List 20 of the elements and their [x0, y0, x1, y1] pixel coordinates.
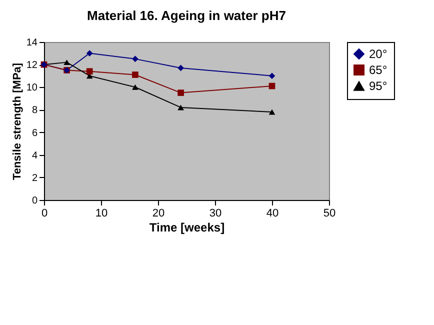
legend-label: 65°: [369, 63, 388, 77]
y-axis-title: Tensile strength [MPa]: [11, 62, 24, 180]
y-tick-label: 0: [32, 196, 38, 206]
y-tick-label: 12: [26, 60, 38, 72]
x-tick-label: 30: [209, 208, 222, 220]
y-tick-label: 4: [32, 150, 38, 162]
legend-label: 20°: [369, 47, 388, 61]
x-tick-label: 20: [152, 208, 165, 220]
chart-title: Material 16. Ageing in water pH7: [87, 8, 286, 23]
x-tick-label: 50: [323, 208, 336, 220]
legend-label: 95°: [369, 79, 388, 93]
x-tick-label: 0: [41, 208, 48, 220]
y-tick-label: 14: [26, 38, 38, 48]
y-tick-label: 6: [32, 128, 38, 139]
y-tick-label: 2: [32, 172, 38, 184]
y-tick-label: 10: [26, 82, 38, 94]
x-tick-label: 10: [95, 208, 108, 220]
x-axis-title: Time [weeks]: [149, 220, 225, 234]
y-tick-label: 8: [32, 105, 38, 116]
x-tick-label: 40: [266, 208, 279, 220]
